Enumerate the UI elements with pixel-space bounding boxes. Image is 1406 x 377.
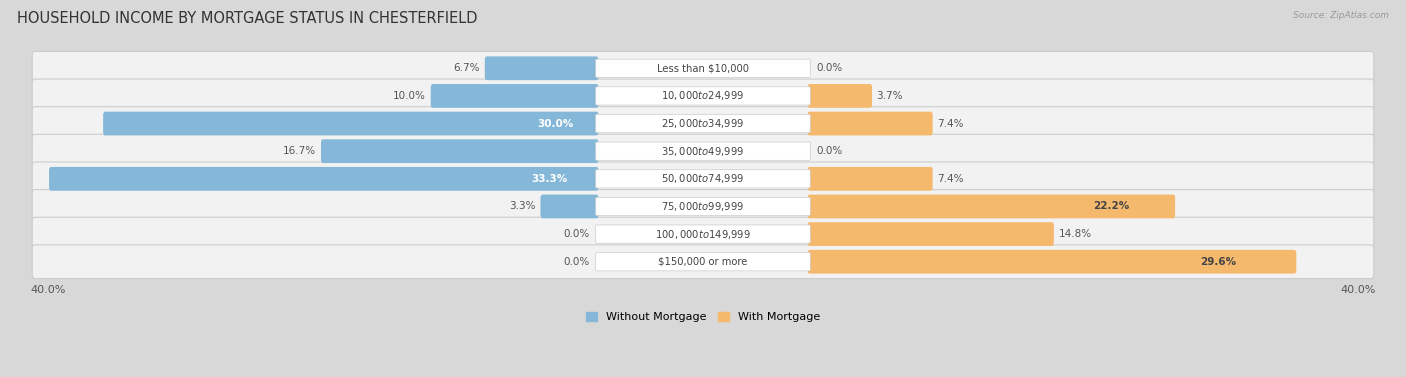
Text: 3.3%: 3.3% — [509, 201, 536, 211]
FancyBboxPatch shape — [540, 195, 599, 218]
FancyBboxPatch shape — [32, 107, 1374, 140]
FancyBboxPatch shape — [807, 167, 932, 191]
FancyBboxPatch shape — [32, 217, 1374, 251]
Legend: Without Mortgage, With Mortgage: Without Mortgage, With Mortgage — [582, 307, 824, 326]
FancyBboxPatch shape — [807, 112, 932, 135]
FancyBboxPatch shape — [596, 253, 810, 271]
Text: $35,000 to $49,999: $35,000 to $49,999 — [661, 145, 745, 158]
FancyBboxPatch shape — [430, 84, 599, 108]
Text: 14.8%: 14.8% — [1059, 229, 1091, 239]
FancyBboxPatch shape — [485, 57, 599, 80]
FancyBboxPatch shape — [807, 84, 872, 108]
Text: 7.4%: 7.4% — [938, 118, 963, 129]
Text: 3.7%: 3.7% — [876, 91, 903, 101]
FancyBboxPatch shape — [32, 51, 1374, 85]
FancyBboxPatch shape — [49, 167, 599, 191]
FancyBboxPatch shape — [32, 190, 1374, 223]
FancyBboxPatch shape — [32, 245, 1374, 279]
Text: 16.7%: 16.7% — [283, 146, 316, 156]
Text: $75,000 to $99,999: $75,000 to $99,999 — [661, 200, 745, 213]
FancyBboxPatch shape — [32, 134, 1374, 168]
Text: 0.0%: 0.0% — [564, 229, 591, 239]
FancyBboxPatch shape — [321, 139, 599, 163]
Text: Source: ZipAtlas.com: Source: ZipAtlas.com — [1294, 11, 1389, 20]
FancyBboxPatch shape — [596, 225, 810, 243]
Text: $100,000 to $149,999: $100,000 to $149,999 — [655, 228, 751, 241]
Text: $25,000 to $34,999: $25,000 to $34,999 — [661, 117, 745, 130]
Text: 0.0%: 0.0% — [815, 146, 842, 156]
FancyBboxPatch shape — [32, 79, 1374, 113]
Text: 30.0%: 30.0% — [537, 118, 574, 129]
FancyBboxPatch shape — [103, 112, 599, 135]
FancyBboxPatch shape — [596, 87, 810, 105]
FancyBboxPatch shape — [596, 115, 810, 133]
FancyBboxPatch shape — [807, 222, 1054, 246]
Text: $150,000 or more: $150,000 or more — [658, 257, 748, 267]
Text: HOUSEHOLD INCOME BY MORTGAGE STATUS IN CHESTERFIELD: HOUSEHOLD INCOME BY MORTGAGE STATUS IN C… — [17, 11, 478, 26]
FancyBboxPatch shape — [596, 59, 810, 77]
Text: 7.4%: 7.4% — [938, 174, 963, 184]
Text: 6.7%: 6.7% — [454, 63, 481, 73]
Text: $50,000 to $74,999: $50,000 to $74,999 — [661, 172, 745, 185]
FancyBboxPatch shape — [596, 142, 810, 160]
FancyBboxPatch shape — [596, 197, 810, 216]
Text: 29.6%: 29.6% — [1201, 257, 1236, 267]
FancyBboxPatch shape — [807, 250, 1296, 274]
Text: 0.0%: 0.0% — [815, 63, 842, 73]
FancyBboxPatch shape — [596, 170, 810, 188]
Text: 22.2%: 22.2% — [1094, 201, 1129, 211]
Text: $10,000 to $24,999: $10,000 to $24,999 — [661, 89, 745, 103]
Text: 33.3%: 33.3% — [531, 174, 567, 184]
Text: 10.0%: 10.0% — [394, 91, 426, 101]
FancyBboxPatch shape — [32, 162, 1374, 196]
Text: Less than $10,000: Less than $10,000 — [657, 63, 749, 73]
FancyBboxPatch shape — [807, 195, 1175, 218]
Text: 0.0%: 0.0% — [564, 257, 591, 267]
